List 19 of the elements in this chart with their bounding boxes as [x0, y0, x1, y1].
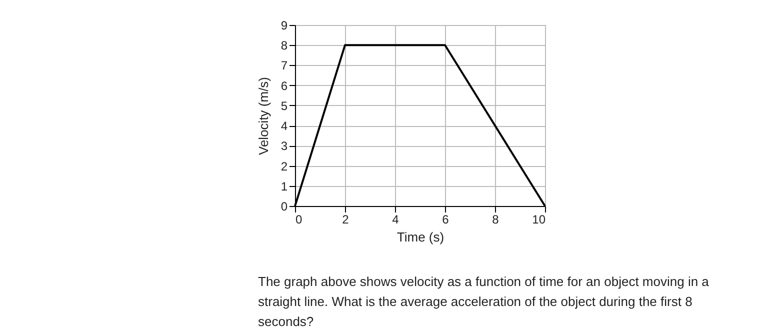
- y-tick-label: 4: [280, 119, 288, 134]
- y-tick-label: 2: [280, 159, 288, 174]
- y-tick-label: 5: [280, 98, 288, 113]
- y-tick-label: 9: [280, 18, 288, 32]
- text: The graph above shows velocity as a function of time for an object moving in a straight line. What is the average acceleration of the object during the first 8 seconds?: [258, 273, 710, 327]
- x-tick-label: 2: [342, 212, 350, 226]
- x-tick-label: 4: [392, 212, 400, 226]
- x-axis-title: Time (s): [396, 230, 444, 244]
- y-axis-title: Velocity (m/s): [256, 76, 271, 156]
- x-tick-label: 10: [532, 212, 546, 226]
- x-tick-label: 8: [492, 212, 500, 226]
- x-tick-label: 0: [296, 212, 302, 226]
- y-tick-label: 7: [280, 58, 288, 73]
- y-tick-label: 0: [280, 200, 288, 214]
- y-tick-label: 1: [280, 179, 288, 194]
- y-tick-label: 8: [280, 38, 288, 53]
- x-tick-label: 6: [442, 212, 450, 226]
- y-tick-label: 3: [280, 139, 288, 154]
- y-tick-label: 6: [280, 78, 288, 93]
